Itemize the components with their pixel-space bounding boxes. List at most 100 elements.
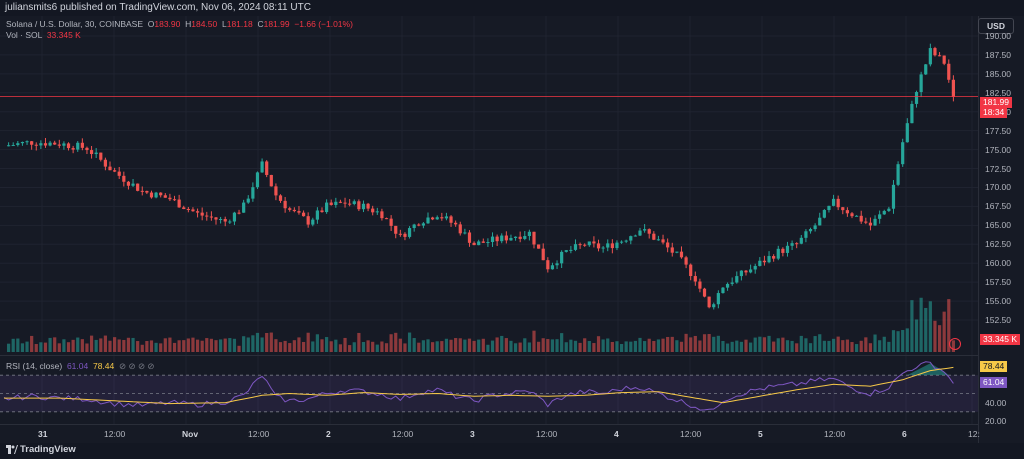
volume-bar <box>873 334 877 352</box>
candle-body <box>790 243 794 246</box>
volume-bar <box>624 341 628 352</box>
volume-bar <box>758 336 762 352</box>
candle-body <box>905 123 909 143</box>
volume-bar <box>795 343 799 352</box>
candle-body <box>315 210 319 220</box>
volume-bar <box>666 336 670 352</box>
candle-body <box>914 92 919 104</box>
candle-body <box>753 265 757 270</box>
volume-bar <box>113 337 117 352</box>
volume-bar <box>306 332 310 352</box>
candle-body <box>532 231 536 245</box>
volume-bar <box>426 339 430 352</box>
candle-body <box>707 296 711 308</box>
volume-bar <box>481 338 485 352</box>
candle-body <box>573 244 578 250</box>
candle-body <box>947 63 951 80</box>
candle-body <box>518 236 522 239</box>
candle-body <box>716 293 720 305</box>
symbol-name[interactable]: Solana / U.S. Dollar, 30, COINBASE <box>6 19 144 29</box>
volume-bar <box>707 334 711 352</box>
candle-body <box>919 74 923 93</box>
candle-body <box>827 205 831 211</box>
candle-body <box>255 172 260 188</box>
volume-bar <box>62 339 66 352</box>
volume-bar <box>71 339 75 352</box>
volume-bar <box>518 342 522 352</box>
change-value: −1.66 (−1.01%) <box>294 19 353 29</box>
open-label: O <box>147 19 155 29</box>
last-price-tag: 181.99 <box>980 97 1012 108</box>
volume-bar <box>500 335 504 352</box>
currency-button[interactable]: USD <box>978 18 1014 34</box>
candle-body <box>785 245 790 253</box>
volume-bar <box>417 342 421 352</box>
volume-bar <box>159 343 163 352</box>
candle-body <box>140 190 144 192</box>
volume-bar <box>831 338 836 352</box>
rsi-label[interactable]: RSI (14, close) <box>6 361 63 371</box>
candle-body <box>159 192 163 196</box>
candle-body <box>509 237 513 241</box>
candle-body <box>901 142 905 165</box>
volume-bar <box>532 330 536 352</box>
volume-bar <box>546 339 550 352</box>
volume-label[interactable]: Vol · SOL <box>6 30 43 40</box>
volume-bar <box>407 332 412 352</box>
volume-legend[interactable]: Vol · SOL 33.345 K <box>6 30 81 40</box>
clock-icon[interactable] <box>949 338 961 350</box>
candle-body <box>403 233 407 237</box>
candle-body <box>449 216 453 223</box>
volume-bar <box>191 337 195 352</box>
candle-body <box>463 232 467 234</box>
volume-bar <box>882 336 886 352</box>
candle-body <box>776 248 780 259</box>
volume-bar <box>251 335 255 352</box>
candle-body <box>850 213 854 217</box>
volume-bar <box>573 340 578 352</box>
candle-body <box>389 218 393 226</box>
volume-bar <box>689 337 693 352</box>
volume-bar <box>924 307 928 352</box>
candle-body <box>260 161 264 173</box>
candle-body <box>311 219 315 225</box>
candle-body <box>712 304 716 308</box>
candle-body <box>758 260 762 266</box>
symbol-legend[interactable]: Solana / U.S. Dollar, 30, COINBASE O183.… <box>6 19 353 29</box>
volume-bar <box>490 340 495 352</box>
time-axis-label: 12:00 <box>680 429 702 439</box>
candle-body <box>693 276 697 282</box>
candle-body <box>882 210 886 215</box>
volume-bar <box>891 330 896 352</box>
candle-body <box>384 218 389 220</box>
candle-body <box>320 210 324 213</box>
volume-bar <box>947 299 951 352</box>
candle-body <box>297 211 301 213</box>
volume-bar <box>343 337 347 352</box>
volume-bar <box>366 340 370 352</box>
rsi-settings-icons[interactable]: ⊘ ⊘ ⊘ ⊘ <box>118 361 155 371</box>
volume-bar <box>725 343 730 352</box>
candle-body <box>20 141 25 144</box>
volume-bar <box>177 340 181 352</box>
volume-bar <box>57 343 61 352</box>
volume-bar <box>569 339 573 352</box>
candle-body <box>472 242 476 246</box>
time-axis-label: 12:00 <box>824 429 846 439</box>
volume-bar <box>454 338 458 352</box>
candle-body <box>168 197 172 200</box>
volume-bar <box>928 301 932 352</box>
candle-body <box>799 237 803 244</box>
volume-bar <box>371 341 375 352</box>
rsi-ma-line <box>4 366 954 405</box>
volume-bar <box>348 345 352 352</box>
brand[interactable]: TradingView <box>6 444 76 455</box>
volume-bar <box>767 335 771 352</box>
rsi-legend[interactable]: RSI (14, close) 61.04 78.44 ⊘ ⊘ ⊘ ⊘ <box>6 361 155 372</box>
candle-body <box>338 201 343 203</box>
volume-bar <box>785 340 790 352</box>
candle-body <box>62 143 66 146</box>
volume-bar <box>818 334 822 352</box>
volume-bar <box>25 341 29 352</box>
